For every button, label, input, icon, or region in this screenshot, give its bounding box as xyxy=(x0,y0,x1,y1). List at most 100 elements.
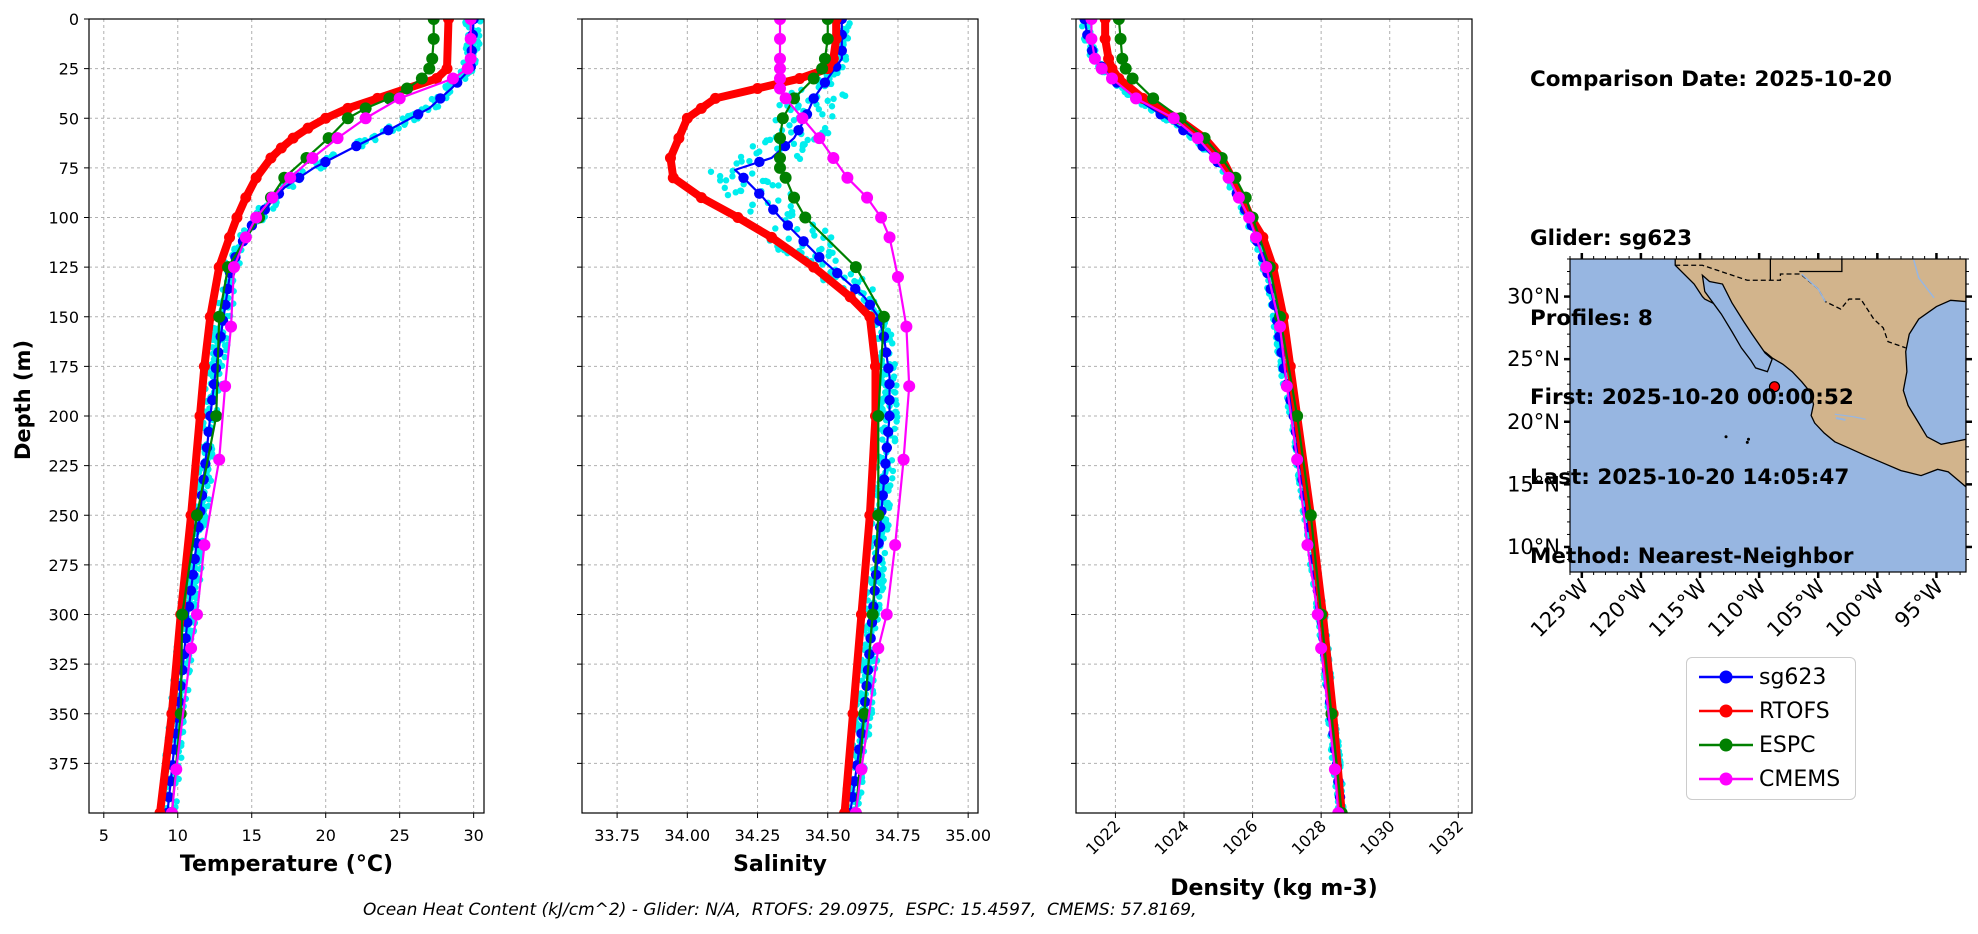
series-marker-sg623 xyxy=(210,363,222,374)
series-marker-sg623 xyxy=(768,204,779,215)
glider-sample-point xyxy=(819,261,826,268)
series-marker-cmems xyxy=(1167,112,1180,125)
series-marker-rtofs xyxy=(827,53,839,65)
series-marker-cmems xyxy=(165,807,178,813)
series-marker-cmems xyxy=(1301,539,1314,552)
glider-sample-point xyxy=(776,101,783,109)
lat-tick-label: 15°N xyxy=(1507,472,1560,496)
series-marker-rtofs xyxy=(830,33,842,45)
lat-tick-label: 30°N xyxy=(1507,285,1560,309)
series-marker-cmems xyxy=(1191,132,1204,145)
glider-sample-point xyxy=(749,170,756,177)
series-marker-rtofs xyxy=(166,708,178,720)
series-marker-rtofs xyxy=(864,509,876,521)
series-marker-cmems xyxy=(827,151,840,164)
series-marker-rtofs xyxy=(855,609,867,620)
series-marker-cmems xyxy=(1208,151,1221,164)
series-marker-espc xyxy=(877,310,890,323)
glider-sample-point xyxy=(428,95,436,103)
series-marker-sg623 xyxy=(870,569,882,580)
series-marker-cmems xyxy=(227,261,240,274)
series-marker-espc xyxy=(818,52,831,65)
glider-sample-point xyxy=(207,477,215,484)
series-marker-espc xyxy=(359,102,372,115)
series-marker-cmems xyxy=(170,763,183,776)
glider-sample-point xyxy=(788,208,796,215)
island xyxy=(1745,440,1749,444)
series-marker-sg623 xyxy=(185,585,197,596)
series-marker-sg623 xyxy=(808,93,819,104)
glider-sample-point xyxy=(178,754,185,761)
legend-label: CMEMS xyxy=(1759,767,1841,792)
series-marker-espc xyxy=(1114,32,1127,45)
series-marker-rtofs xyxy=(287,132,299,144)
series-line-cmems xyxy=(170,19,472,813)
y-tick-label: 0 xyxy=(69,10,79,29)
glider-sample-point xyxy=(724,191,732,199)
y-axis-label: Depth (m) xyxy=(11,340,35,460)
series-marker-sg623 xyxy=(880,347,892,358)
legend-label: RTOFS xyxy=(1759,699,1830,724)
series-marker-sg623 xyxy=(754,188,765,199)
series-marker-rtofs xyxy=(864,311,876,323)
y-tick-label: 325 xyxy=(48,655,79,674)
series-marker-cmems xyxy=(185,642,198,655)
glider-sample-point xyxy=(1226,184,1233,191)
series-marker-sg623 xyxy=(878,474,890,485)
glider-sample-point xyxy=(876,593,883,600)
legend-item-cmems: CMEMS xyxy=(1687,762,1855,796)
series-marker-rtofs xyxy=(441,63,453,75)
profile-count: Profiles: 8 xyxy=(1530,305,1653,331)
series-marker-espc xyxy=(807,72,820,85)
series-marker-sg623 xyxy=(738,172,749,183)
series-marker-rtofs xyxy=(681,112,693,124)
comparison-date: Comparison Date: 2025-10-20 xyxy=(1530,67,1893,92)
series-marker-sg623 xyxy=(872,553,883,565)
glider-sample-point xyxy=(721,184,728,192)
series-marker-cmems xyxy=(774,72,786,85)
glider-sample-point xyxy=(855,722,862,729)
glider-sample-point xyxy=(884,526,891,533)
series-marker-sg623 xyxy=(793,124,804,136)
series-marker-cmems xyxy=(464,19,477,25)
series-marker-cmems xyxy=(774,52,786,65)
glider-sample-point xyxy=(857,690,865,697)
glider-sample-point xyxy=(893,382,900,389)
series-marker-sg623 xyxy=(351,140,362,152)
glider-sample-point xyxy=(804,136,811,144)
y-tick-label: 225 xyxy=(48,457,79,476)
series-marker-sg623 xyxy=(187,569,199,580)
series-marker-cmems xyxy=(774,32,786,45)
x-tick-label: 34.00 xyxy=(664,826,710,845)
glider-sample-point xyxy=(815,247,823,254)
glider-sample-point xyxy=(825,252,832,260)
legend-label: sg623 xyxy=(1759,665,1827,690)
series-marker-rtofs xyxy=(154,807,166,813)
series-marker-rtofs xyxy=(732,212,744,223)
series-marker-cmems xyxy=(891,271,904,284)
series-marker-cmems xyxy=(1243,211,1256,224)
series-marker-cmems xyxy=(841,171,854,184)
series-marker-rtofs xyxy=(766,231,778,243)
glider-sample-point xyxy=(746,157,753,165)
series-marker-rtofs xyxy=(808,261,820,273)
x-tick-label: 34.25 xyxy=(735,826,781,845)
series-marker-espc xyxy=(774,161,786,174)
glider-sample-point xyxy=(749,143,757,150)
series-marker-sg623 xyxy=(864,299,876,311)
series-marker-rtofs xyxy=(213,261,225,273)
series-marker-espc xyxy=(383,92,396,105)
series-marker-rtofs xyxy=(231,212,243,223)
series-marker-espc xyxy=(872,509,885,522)
series-marker-cmems xyxy=(796,112,809,125)
glider-sample-point xyxy=(881,549,889,557)
glider-sample-point xyxy=(787,203,794,210)
glider-sample-point xyxy=(775,197,782,204)
series-marker-cmems xyxy=(855,763,868,776)
series-marker-rtofs xyxy=(794,73,806,85)
series-marker-cmems xyxy=(461,62,474,75)
series-marker-espc xyxy=(1304,509,1317,522)
lat-tick-label: 20°N xyxy=(1507,410,1560,434)
series-marker-cmems xyxy=(393,92,406,105)
series-marker-espc xyxy=(1119,62,1132,75)
